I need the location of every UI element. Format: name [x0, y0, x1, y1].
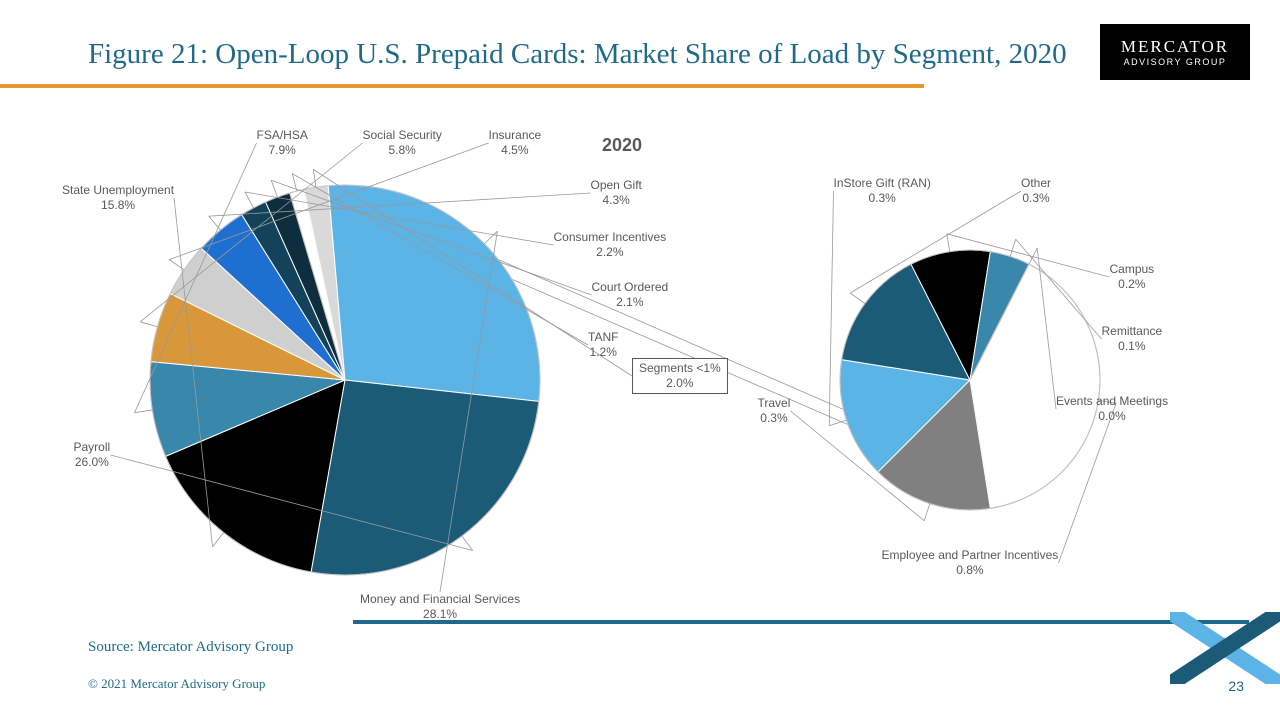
slice-label: Campus0.2%	[1110, 262, 1155, 292]
logo-text-main: MERCATOR	[1121, 37, 1229, 57]
slice-label: Open Gift4.3%	[591, 178, 642, 208]
slice-label: Court Ordered2.1%	[592, 280, 669, 310]
chart-area: State Unemployment15.8% FSA/HSA7.9% Social…	[50, 100, 1230, 620]
slice-label: Money and Financial Services28.1%	[360, 592, 520, 622]
slice-label: Other0.3%	[1021, 176, 1051, 206]
title-rule	[0, 84, 924, 88]
slice-label: Segments <1%2.0%	[632, 358, 728, 394]
figure-title: Figure 21: Open-Loop U.S. Prepaid Cards:…	[88, 38, 1067, 71]
slice-label: Employee and Partner Incentives0.8%	[882, 548, 1059, 578]
pie-slice	[311, 380, 539, 575]
slice-label: InStore Gift (RAN)0.3%	[834, 176, 931, 206]
slice-label: Social Security5.8%	[363, 128, 442, 158]
pie-slice	[328, 185, 540, 401]
footer-rule	[353, 620, 1249, 624]
copyright-text: © 2021 Mercator Advisory Group	[88, 676, 265, 692]
slice-label: Payroll26.0%	[74, 440, 111, 470]
slice-label: Events and Meetings0.0%	[1056, 394, 1168, 424]
slice-label: Consumer Incentives2.2%	[554, 230, 667, 260]
brand-logo: MERCATOR ADVISORY GROUP	[1100, 24, 1250, 80]
slice-label: State Unemployment15.8%	[62, 183, 174, 213]
page: Figure 21: Open-Loop U.S. Prepaid Cards:…	[0, 0, 1280, 720]
logo-text-sub: ADVISORY GROUP	[1124, 57, 1227, 67]
page-number: 23	[1228, 678, 1244, 694]
slice-label: Insurance4.5%	[489, 128, 542, 158]
source-text: Source: Mercator Advisory Group	[88, 639, 293, 656]
slice-label: FSA/HSA7.9%	[257, 128, 308, 158]
slice-label: Travel0.3%	[758, 396, 791, 426]
slice-label: Remittance0.1%	[1102, 324, 1163, 354]
slice-label: TANF1.2%	[588, 330, 618, 360]
